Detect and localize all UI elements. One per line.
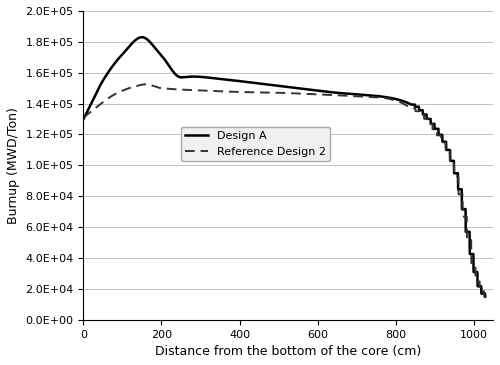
Line: Reference Design 2: Reference Design 2 [84,84,485,297]
Design A [470,270,476,274]
Reference Design 2 [266,91,272,95]
Design A [482,295,488,299]
Design A [276,84,282,88]
Y-axis label: Burnup (MWD/Ton): Burnup (MWD/Ton) [7,107,20,224]
Reference Design 2 [101,99,107,104]
Reference Design 2 [470,261,476,265]
Reference Design 2 [471,261,477,265]
Reference Design 2 [143,82,149,87]
Design A [266,82,272,87]
X-axis label: Distance from the bottom of the core (cm): Distance from the bottom of the core (cm… [155,345,421,358]
Design A [139,35,145,39]
Line: Design A: Design A [84,37,485,297]
Reference Design 2 [481,295,487,299]
Reference Design 2 [276,91,282,95]
Reference Design 2 [80,115,86,120]
Legend: Design A, Reference Design 2: Design A, Reference Design 2 [181,127,330,161]
Design A [80,117,86,121]
Reference Design 2 [482,295,488,299]
Design A [471,270,477,274]
Reference Design 2 [397,100,403,104]
Design A [101,77,107,81]
Design A [397,98,403,102]
